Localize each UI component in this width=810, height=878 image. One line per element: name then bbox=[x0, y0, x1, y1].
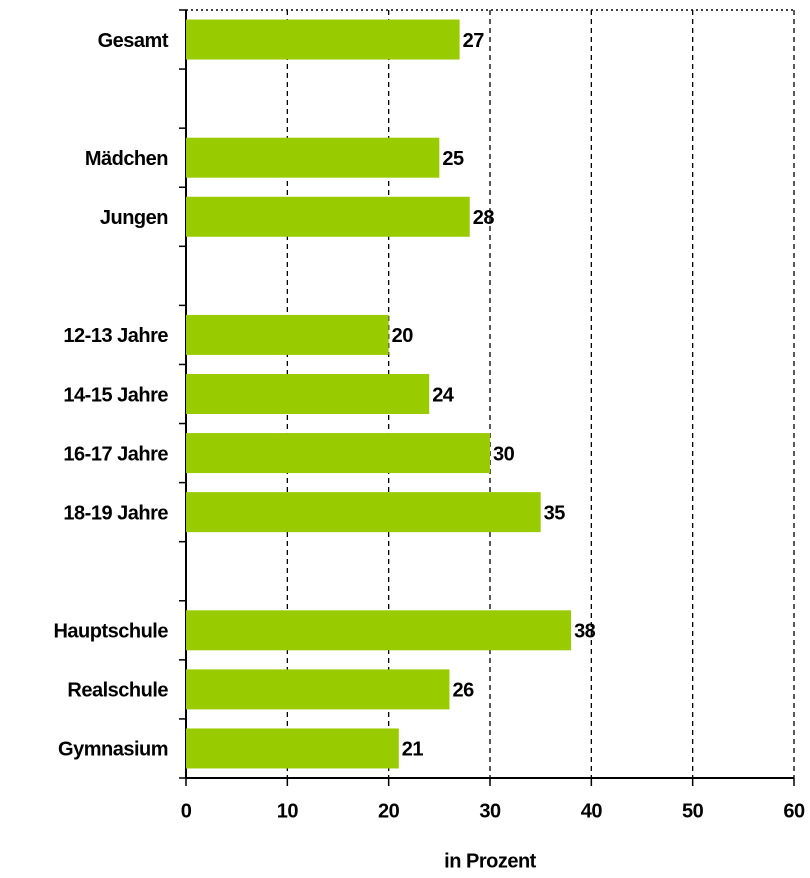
bar bbox=[186, 19, 460, 60]
bar bbox=[186, 433, 490, 474]
y-tick-label: 12-13 Jahre bbox=[63, 325, 168, 347]
value-label: 21 bbox=[402, 739, 424, 761]
y-tick-label: Jungen bbox=[100, 207, 168, 229]
value-label: 35 bbox=[544, 502, 566, 524]
y-tick-label: Realschule bbox=[67, 680, 168, 702]
x-tick-label: 50 bbox=[682, 800, 704, 822]
y-tick-label: 16-17 Jahre bbox=[63, 443, 168, 465]
bar bbox=[186, 196, 470, 237]
y-tick-label: 14-15 Jahre bbox=[63, 384, 168, 406]
x-tick-label: 0 bbox=[181, 800, 192, 822]
x-tick-label: 10 bbox=[277, 800, 299, 822]
bar bbox=[186, 728, 399, 769]
y-tick-label: Hauptschule bbox=[53, 621, 168, 643]
x-tick-label: 30 bbox=[479, 800, 501, 822]
value-label: 27 bbox=[463, 30, 485, 52]
x-tick-label: 60 bbox=[783, 800, 805, 822]
x-tick-label: 20 bbox=[378, 800, 400, 822]
value-label: 28 bbox=[473, 207, 495, 229]
value-label: 30 bbox=[493, 443, 515, 465]
x-axis-label: in Prozent bbox=[444, 850, 537, 872]
value-label: 26 bbox=[452, 680, 474, 702]
bar bbox=[186, 137, 440, 178]
y-tick-label: Gesamt bbox=[98, 30, 169, 52]
value-label: 38 bbox=[574, 621, 596, 643]
bar bbox=[186, 374, 430, 414]
bar bbox=[186, 492, 541, 533]
y-tick-label: Mädchen bbox=[85, 148, 168, 170]
x-tick-label: 40 bbox=[581, 800, 603, 822]
y-tick-label: Gymnasium bbox=[58, 739, 168, 761]
bar bbox=[186, 610, 572, 651]
bar bbox=[186, 669, 450, 710]
y-tick-label: 18-19 Jahre bbox=[63, 502, 168, 524]
bar bbox=[186, 314, 389, 355]
value-label: 20 bbox=[392, 325, 414, 347]
value-label: 24 bbox=[432, 384, 455, 406]
value-label: 25 bbox=[442, 148, 464, 170]
